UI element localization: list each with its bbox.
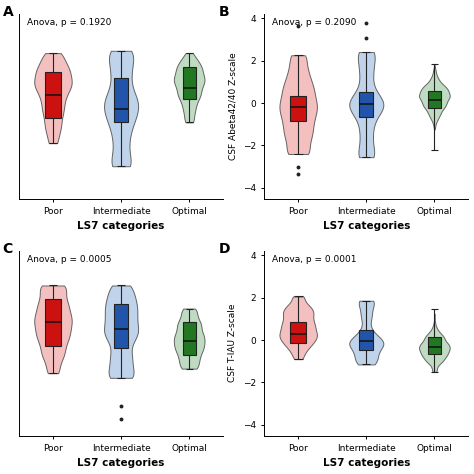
Text: Anova, p = 0.0005: Anova, p = 0.0005	[27, 255, 111, 264]
X-axis label: LS7 categories: LS7 categories	[323, 458, 410, 468]
Y-axis label: CSF T-lAU Z-scale: CSF T-lAU Z-scale	[228, 304, 237, 383]
Y-axis label: CSF Abeta42/40 Z-scale: CSF Abeta42/40 Z-scale	[228, 52, 237, 160]
Bar	[183, 322, 196, 355]
Text: D: D	[219, 242, 231, 255]
Bar	[359, 330, 374, 349]
Bar	[359, 92, 374, 117]
Bar	[114, 304, 128, 348]
X-axis label: LS7 categories: LS7 categories	[77, 221, 165, 231]
Bar	[114, 79, 128, 122]
Bar	[428, 337, 441, 354]
Bar	[290, 96, 306, 121]
Text: Anova, p = 0.1920: Anova, p = 0.1920	[27, 18, 111, 27]
Text: C: C	[2, 242, 13, 255]
X-axis label: LS7 categories: LS7 categories	[77, 458, 165, 468]
Text: Anova, p = 0.0001: Anova, p = 0.0001	[272, 255, 357, 264]
Bar	[183, 67, 196, 99]
Bar	[45, 72, 61, 118]
Bar	[428, 91, 441, 109]
X-axis label: LS7 categories: LS7 categories	[323, 221, 410, 231]
Bar	[290, 322, 306, 343]
Bar	[45, 300, 61, 346]
Text: Anova, p = 0.2090: Anova, p = 0.2090	[272, 18, 356, 27]
Text: B: B	[219, 5, 230, 18]
Text: A: A	[2, 5, 13, 18]
